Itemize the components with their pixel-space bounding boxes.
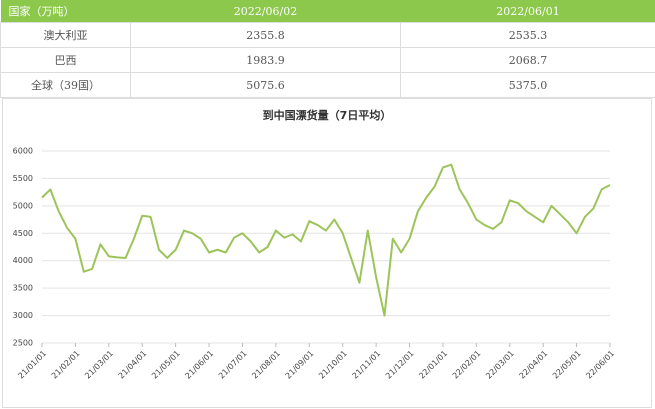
- y-tick-label: 3500: [13, 284, 33, 293]
- data-table: 国家（万吨） 2022/06/02 2022/06/01 澳大利亚 2355.8 2…: [0, 0, 655, 98]
- y-tick-label: 4500: [13, 229, 33, 238]
- cell: 5075.6: [130, 72, 401, 98]
- y-tick-label: 5000: [13, 201, 33, 210]
- cell: 1983.9: [130, 47, 401, 73]
- header-cell: 国家（万吨）: [0, 0, 131, 23]
- cell: 2355.8: [130, 22, 401, 48]
- header-cell: 2022/06/02: [130, 0, 401, 23]
- row: 全球（39国） 5075.6 5375.0: [0, 72, 655, 98]
- chart-title: 到中国漂货量（7日平均）: [263, 108, 392, 122]
- chart: 到中国漂货量（7日平均） 2500 3000 3500 4000 4500 5000 550…: [2, 98, 652, 408]
- y-tick-label: 3000: [13, 311, 33, 320]
- cell: 全球（39国）: [0, 72, 131, 98]
- cell: 澳大利亚: [0, 22, 131, 48]
- y-tick-label: 4000: [13, 256, 33, 265]
- cell: 巴西: [0, 47, 131, 73]
- row: 澳大利亚 2355.8 2535.3: [0, 22, 655, 48]
- y-tick-label: 5500: [13, 174, 33, 183]
- chart-frame: [2, 98, 652, 408]
- cell: 2068.7: [400, 47, 655, 73]
- data-line: [41, 163, 611, 317]
- header-cell: 2022/06/01: [400, 0, 655, 23]
- row: 巴西 1983.9 2068.7: [0, 47, 655, 73]
- cell: 5375.0: [400, 72, 655, 98]
- cell: 2535.3: [400, 22, 655, 48]
- y-tick-label: 2500: [13, 339, 33, 348]
- header-row: 国家（万吨） 2022/06/02 2022/06/01: [0, 0, 655, 23]
- y-tick-label: 6000: [13, 147, 33, 156]
